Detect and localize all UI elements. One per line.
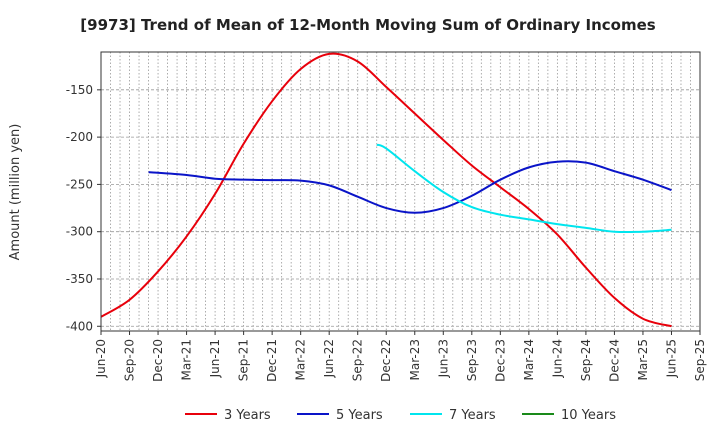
- y-tick-label: -350: [66, 272, 93, 286]
- x-tick-label: Sep-20: [123, 339, 137, 381]
- x-tick-label: Dec-23: [493, 339, 507, 382]
- plot-area-frame: [100, 51, 701, 332]
- x-tick-label: Sep-23: [465, 339, 479, 381]
- x-tick-label: Dec-22: [379, 339, 393, 382]
- y-tick-label: -400: [66, 319, 93, 333]
- y-tick-label: -250: [66, 177, 93, 191]
- y-axis-label: Amount (million yen): [8, 124, 23, 261]
- x-tick-label: Mar-21: [180, 339, 194, 380]
- legend-label-5-years: 5 Years: [336, 408, 383, 423]
- series-line-5-years: [148, 160, 672, 214]
- legend-label-10-years: 10 Years: [561, 408, 616, 423]
- y-tick-label: -200: [66, 130, 93, 144]
- x-tick-label: Sep-24: [579, 339, 593, 381]
- y-axis-ticks: -150 -200 -250 -300 -350 -400: [66, 83, 101, 333]
- x-tick-label: Jun-23: [436, 339, 450, 378]
- x-tick-label: Sep-25: [693, 339, 707, 381]
- x-tick-label: Jun-25: [664, 339, 678, 378]
- x-tick-label: Sep-22: [351, 339, 365, 381]
- x-tick-label: Jun-21: [208, 339, 222, 378]
- legend: 3 Years 5 Years 7 Years 10 Years: [185, 408, 616, 423]
- y-tick-label: -150: [66, 83, 93, 97]
- x-tick-label: Dec-21: [265, 339, 279, 382]
- legend-label-3-years: 3 Years: [224, 408, 271, 423]
- series-line-7-years: [376, 143, 672, 234]
- x-tick-label: Mar-25: [636, 339, 650, 380]
- chart-title: [9973] Trend of Mean of 12-Month Moving …: [80, 16, 655, 34]
- x-tick-label: Jun-20: [94, 339, 108, 378]
- y-tick-label: -300: [66, 225, 93, 239]
- x-tick-label: Dec-20: [151, 339, 165, 382]
- x-tick-label: Dec-24: [607, 339, 621, 382]
- x-tick-label: Mar-22: [294, 339, 308, 380]
- series-line-3-years: [100, 52, 672, 328]
- legend-label-7-years: 7 Years: [449, 408, 496, 423]
- x-tick-label: Mar-23: [408, 339, 422, 380]
- x-tick-label: Jun-22: [322, 339, 336, 378]
- series-group: [100, 52, 672, 328]
- grid: [100, 52, 701, 331]
- x-axis-ticks: Jun-20 Sep-20 Dec-20 Mar-21 Jun-21 Sep-21 Dec-…: [94, 331, 707, 382]
- x-tick-label: Sep-21: [237, 339, 251, 381]
- x-tick-label: Mar-24: [522, 339, 536, 380]
- x-tick-label: Jun-24: [550, 339, 564, 378]
